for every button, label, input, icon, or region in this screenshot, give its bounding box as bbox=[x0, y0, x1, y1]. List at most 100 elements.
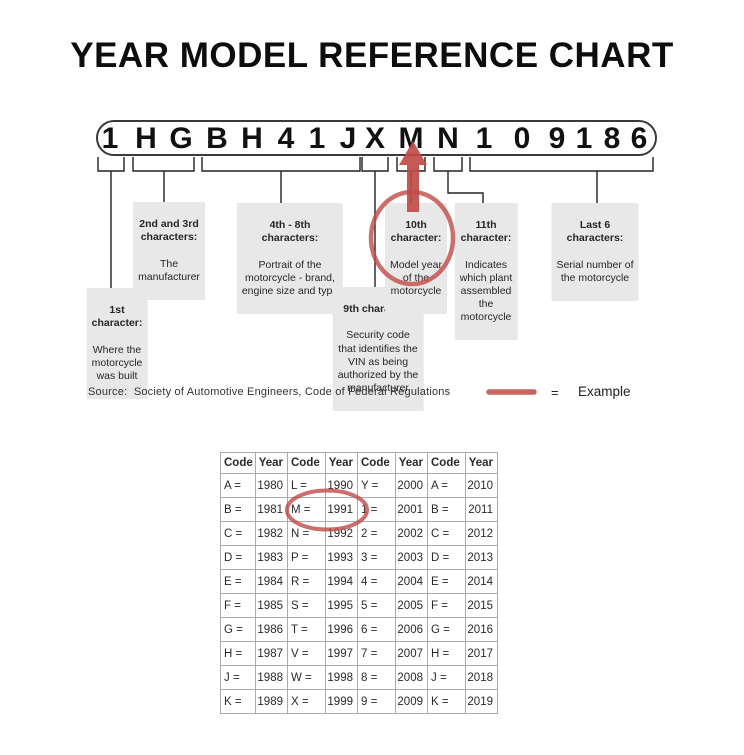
callout-body: Indicates which plant assembled the moto… bbox=[459, 258, 513, 324]
code-cell: S = bbox=[287, 593, 326, 618]
vin-char-16: 8 bbox=[603, 122, 621, 155]
year-cell: 2017 bbox=[465, 641, 498, 666]
code-cell: 6 = bbox=[357, 617, 396, 642]
table-row: J = 1988 W = 1998 8 = 2008 J = 2018 bbox=[220, 665, 498, 690]
year-cell: 2007 bbox=[395, 641, 428, 666]
code-cell: X = bbox=[287, 689, 326, 714]
vin-char-11: N bbox=[437, 122, 459, 155]
year-cell: 1985 bbox=[255, 593, 288, 618]
year-cell: 1981 bbox=[255, 497, 288, 522]
bracket-char-11 bbox=[433, 157, 463, 172]
header-year: Year bbox=[465, 452, 498, 474]
callout-title: 4th - 8th characters: bbox=[261, 219, 319, 245]
code-cell: 4 = bbox=[357, 569, 396, 594]
bracket-chars-4-8 bbox=[201, 157, 361, 172]
table-row: F = 1985 S = 1995 5 = 2005 F = 2015 bbox=[220, 593, 498, 618]
callout-body: Security code that identifies the VIN as… bbox=[337, 329, 419, 394]
bracket-chars-2-3 bbox=[132, 157, 195, 172]
callout-tenth-character: 10th character: Model year of the motorc… bbox=[385, 203, 447, 314]
header-year: Year bbox=[255, 452, 288, 474]
code-cell: A = bbox=[220, 473, 256, 498]
vin-char-14: 9 bbox=[548, 122, 566, 155]
code-cell: B = bbox=[220, 497, 256, 522]
bracket-char-1 bbox=[97, 157, 125, 172]
header-code: Code bbox=[427, 452, 466, 474]
code-cell: W = bbox=[287, 665, 326, 690]
callout-title: 2nd and 3rd characters: bbox=[139, 218, 199, 244]
table-row: C = 1982 N = 1992 2 = 2002 C = 2012 bbox=[220, 521, 498, 546]
code-cell: H = bbox=[427, 641, 466, 666]
code-cell: 7 = bbox=[357, 641, 396, 666]
year-cell: 2012 bbox=[465, 521, 498, 546]
code-cell: J = bbox=[220, 665, 256, 690]
code-cell: L = bbox=[287, 473, 326, 498]
code-cell: C = bbox=[220, 521, 256, 546]
year-cell: 1997 bbox=[325, 641, 358, 666]
year-cell: 1983 bbox=[255, 545, 288, 570]
code-cell: 3 = bbox=[357, 545, 396, 570]
year-cell: 2011 bbox=[465, 497, 498, 522]
year-cell: 2015 bbox=[465, 593, 498, 618]
vin-char-12: 1 bbox=[475, 122, 493, 155]
code-cell: G = bbox=[220, 617, 256, 642]
year-cell: 1995 bbox=[325, 593, 358, 618]
bracket-char-10 bbox=[396, 157, 426, 172]
callout-body: Model year of the motorcycle bbox=[390, 258, 442, 297]
bracket-last-6 bbox=[469, 157, 654, 172]
year-cell: 2009 bbox=[395, 689, 428, 714]
code-cell: D = bbox=[427, 545, 466, 570]
code-cell: B = bbox=[427, 497, 466, 522]
year-cell: 2005 bbox=[395, 593, 428, 618]
code-cell: F = bbox=[427, 593, 466, 618]
year-cell: 1986 bbox=[255, 617, 288, 642]
vin-char-5: H bbox=[241, 122, 263, 155]
vin-char-8: J bbox=[339, 122, 357, 155]
code-cell: M = bbox=[287, 497, 326, 522]
vin-char-9: X bbox=[364, 122, 386, 155]
year-cell: 2018 bbox=[465, 665, 498, 690]
code-cell: K = bbox=[427, 689, 466, 714]
year-cell: 2016 bbox=[465, 617, 498, 642]
callout-title: 1st character: bbox=[91, 304, 143, 330]
callout-title: Last 6 characters: bbox=[566, 219, 624, 245]
year-cell: 2006 bbox=[395, 617, 428, 642]
code-cell: A = bbox=[427, 473, 466, 498]
callout-title: 11th character: bbox=[460, 219, 512, 245]
year-cell: 1980 bbox=[255, 473, 288, 498]
vin-char-6: 4 bbox=[277, 122, 295, 155]
year-cell: 1984 bbox=[255, 569, 288, 594]
vin-char-13: 0 bbox=[513, 122, 531, 155]
code-cell: C = bbox=[427, 521, 466, 546]
callout-first-character: 1st character: Where the motorcycle was … bbox=[86, 288, 148, 399]
year-cell: 2002 bbox=[395, 521, 428, 546]
year-cell: 2019 bbox=[465, 689, 498, 714]
year-cell: 1999 bbox=[325, 689, 358, 714]
code-cell: 2 = bbox=[357, 521, 396, 546]
year-cell: 1993 bbox=[325, 545, 358, 570]
callout-last-six-characters: Last 6 characters: Serial number of the … bbox=[551, 203, 639, 301]
page-title: YEAR MODEL REFERENCE CHART bbox=[70, 36, 674, 75]
code-cell: E = bbox=[427, 569, 466, 594]
stem-eleventh bbox=[447, 171, 484, 203]
callout-second-third-characters: 2nd and 3rd characters: The manufacturer bbox=[133, 202, 205, 300]
table-header-row: Code Year Code Year Code Year Code Year bbox=[220, 452, 498, 474]
year-cell: 2004 bbox=[395, 569, 428, 594]
year-cell: 1996 bbox=[325, 617, 358, 642]
callout-body: Portrait of the motorcycle - brand, engi… bbox=[241, 258, 339, 297]
table-row: H = 1987 V = 1997 7 = 2007 H = 2017 bbox=[220, 641, 498, 666]
header-code: Code bbox=[287, 452, 326, 474]
vin-char-7: 1 bbox=[308, 122, 326, 155]
code-cell: F = bbox=[220, 593, 256, 618]
year-cell: 1989 bbox=[255, 689, 288, 714]
year-cell: 2001 bbox=[395, 497, 428, 522]
year-cell: 2000 bbox=[395, 473, 428, 498]
vin-char-10: M bbox=[398, 122, 424, 155]
year-cell: 1992 bbox=[325, 521, 358, 546]
code-cell: 1 = bbox=[357, 497, 396, 522]
code-cell: V = bbox=[287, 641, 326, 666]
header-year: Year bbox=[395, 452, 428, 474]
code-cell: G = bbox=[427, 617, 466, 642]
year-cell: 2010 bbox=[465, 473, 498, 498]
callout-fourth-eighth-characters: 4th - 8th characters: Portrait of the mo… bbox=[236, 203, 344, 314]
code-cell: D = bbox=[220, 545, 256, 570]
